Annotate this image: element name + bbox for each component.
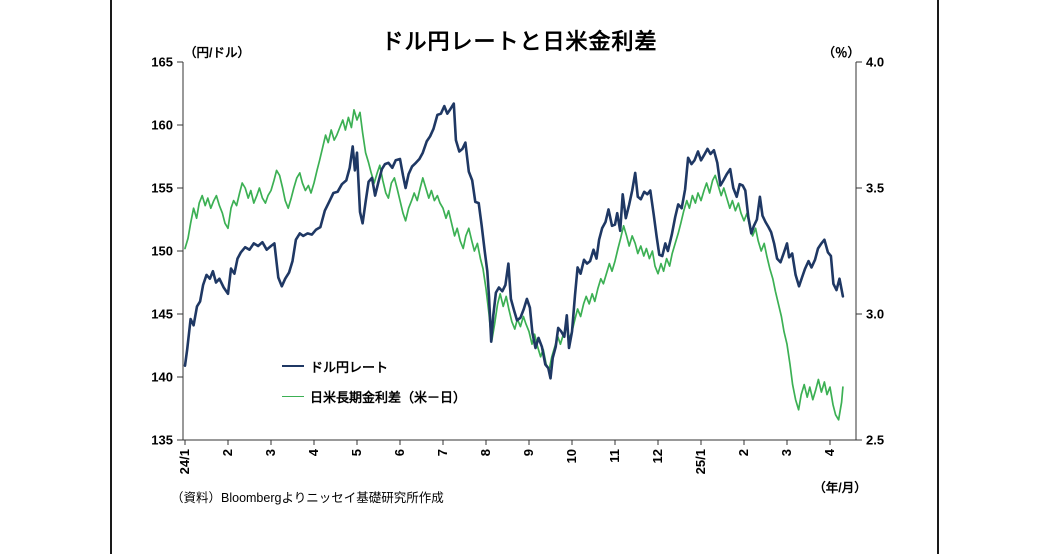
x-axis-tick-label: 5 xyxy=(349,449,364,456)
legend-label-usdjpy: ドル円レート xyxy=(310,359,389,375)
source-note: （資料）Bloombergよりニッセイ基礎研究所作成 xyxy=(171,491,444,505)
x-axis-tick-label: 24/1 xyxy=(177,449,192,474)
left-axis-tick-label: 135 xyxy=(151,433,173,448)
x-axis-tick-label: 4 xyxy=(822,448,837,456)
x-axis-tick-label: 10 xyxy=(564,449,579,463)
x-axis-tick-label: 8 xyxy=(478,449,493,456)
chart-legend: ドル円レート 日米長期金利差（米－日） xyxy=(282,356,466,416)
rate-diff-line-swatch xyxy=(282,395,304,397)
right-axis-tick-label: 4.0 xyxy=(866,55,884,70)
left-axis-tick-label: 140 xyxy=(151,370,173,385)
x-axis-tick-label: 7 xyxy=(435,449,450,456)
left-axis-tick-label: 150 xyxy=(151,244,173,259)
right-axis-tick-label: 3.5 xyxy=(866,181,884,196)
usdjpy-line-swatch xyxy=(282,365,304,367)
x-axis-tick-label: 25/1 xyxy=(693,449,708,474)
x-axis-tick-label: 4 xyxy=(306,448,321,456)
x-axis-tick-label: 3 xyxy=(263,449,278,456)
chart-title: ドル円レートと日米金利差 xyxy=(381,29,658,54)
x-axis-tick-label: 2 xyxy=(220,449,235,456)
right-axis-tick-label: 2.5 xyxy=(866,433,884,448)
x-axis-tick-label: 2 xyxy=(736,449,751,456)
legend-item-usdjpy: ドル円レート xyxy=(282,356,466,376)
x-axis-tick-label: 12 xyxy=(650,449,665,463)
left-axis-unit-label: （円/ドル） xyxy=(184,46,250,60)
x-axis-tick-label: 11 xyxy=(607,449,622,463)
right-axis-unit-label: （％） xyxy=(822,46,860,60)
x-axis-unit-label: （年/月） xyxy=(813,481,867,495)
x-axis-tick-label: 9 xyxy=(521,449,536,456)
legend-item-rate-diff: 日米長期金利差（米－日） xyxy=(282,386,466,406)
left-axis-tick-label: 145 xyxy=(151,307,173,322)
left-axis-tick-label: 160 xyxy=(151,118,173,133)
legend-label-rate-diff: 日米長期金利差（米－日） xyxy=(310,389,467,405)
usdjpy-line xyxy=(183,102,845,380)
x-axis-tick-label: 3 xyxy=(779,449,794,456)
left-axis-tick-label: 155 xyxy=(151,181,173,196)
left-axis-tick-label: 165 xyxy=(151,55,173,70)
right-axis-tick-label: 3.0 xyxy=(866,307,884,322)
rate-diff-line xyxy=(184,109,844,421)
x-axis-tick-label: 6 xyxy=(392,449,407,456)
